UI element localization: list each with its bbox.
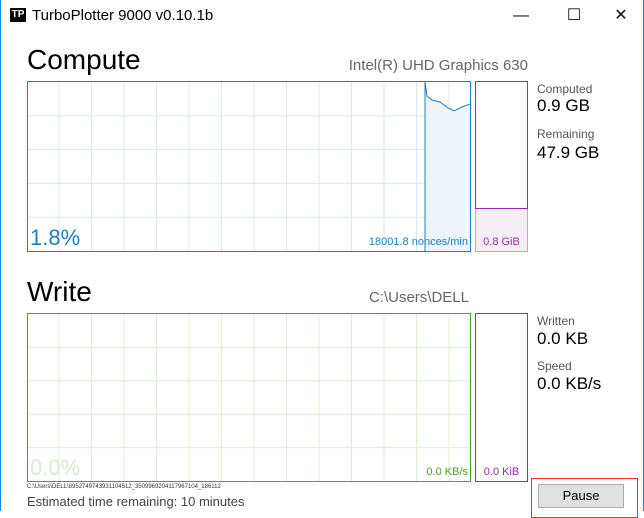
compute-area bbox=[425, 82, 470, 251]
write-rate: 0.0 KB/s bbox=[426, 466, 468, 478]
remaining-value: 47.9 GB bbox=[537, 143, 600, 162]
computed-value: 0.9 GB bbox=[537, 96, 590, 115]
speed-value: 0.0 KB/s bbox=[537, 374, 602, 393]
write-title: Write bbox=[27, 276, 92, 307]
compute-memory: 0.8 GiB bbox=[483, 236, 520, 248]
computed-label: Computed bbox=[537, 82, 593, 96]
compute-line bbox=[424, 82, 470, 251]
compute-rate: 18001.8 nonces/min bbox=[368, 236, 468, 248]
compute-device: Intel(R) UHD Graphics 630 bbox=[348, 57, 528, 74]
write-memory-bar: 0.0 KiB bbox=[475, 313, 528, 482]
compute-memory-bar: 0.8 GiB bbox=[475, 81, 528, 252]
compute-percent: 1.8% bbox=[30, 225, 81, 250]
write-graph: 0.0% 0.0 KB/s bbox=[27, 313, 471, 482]
remaining-label: Remaining bbox=[537, 127, 595, 141]
close-button[interactable]: ✕ bbox=[614, 7, 628, 24]
window-title: TurboPlotter 9000 v0.10.1b bbox=[32, 7, 214, 24]
minimize-button[interactable]: — bbox=[513, 7, 529, 24]
title-bar: TP TurboPlotter 9000 v0.10.1b — ☐ ✕ bbox=[1, 0, 644, 31]
written-label: Written bbox=[537, 314, 575, 328]
maximize-button[interactable]: ☐ bbox=[566, 7, 582, 24]
plot-file-path: C:\Users\DELL\8952749743931104512_350996… bbox=[27, 484, 221, 490]
speed-label: Speed bbox=[537, 359, 572, 373]
write-memory: 0.0 KiB bbox=[483, 466, 520, 478]
compute-graph: 1.8% 18001.8 nonces/min bbox=[27, 81, 471, 252]
written-value: 0.0 KB bbox=[537, 329, 589, 348]
compute-title: Compute bbox=[27, 44, 141, 75]
write-path: C:\Users\DELL bbox=[368, 289, 469, 306]
eta-text: Estimated time remaining: 10 minutes bbox=[27, 494, 245, 509]
write-percent: 0.0% bbox=[30, 455, 81, 480]
app-logo-icon: TP bbox=[10, 8, 26, 22]
pause-button[interactable]: Pause bbox=[538, 484, 624, 508]
